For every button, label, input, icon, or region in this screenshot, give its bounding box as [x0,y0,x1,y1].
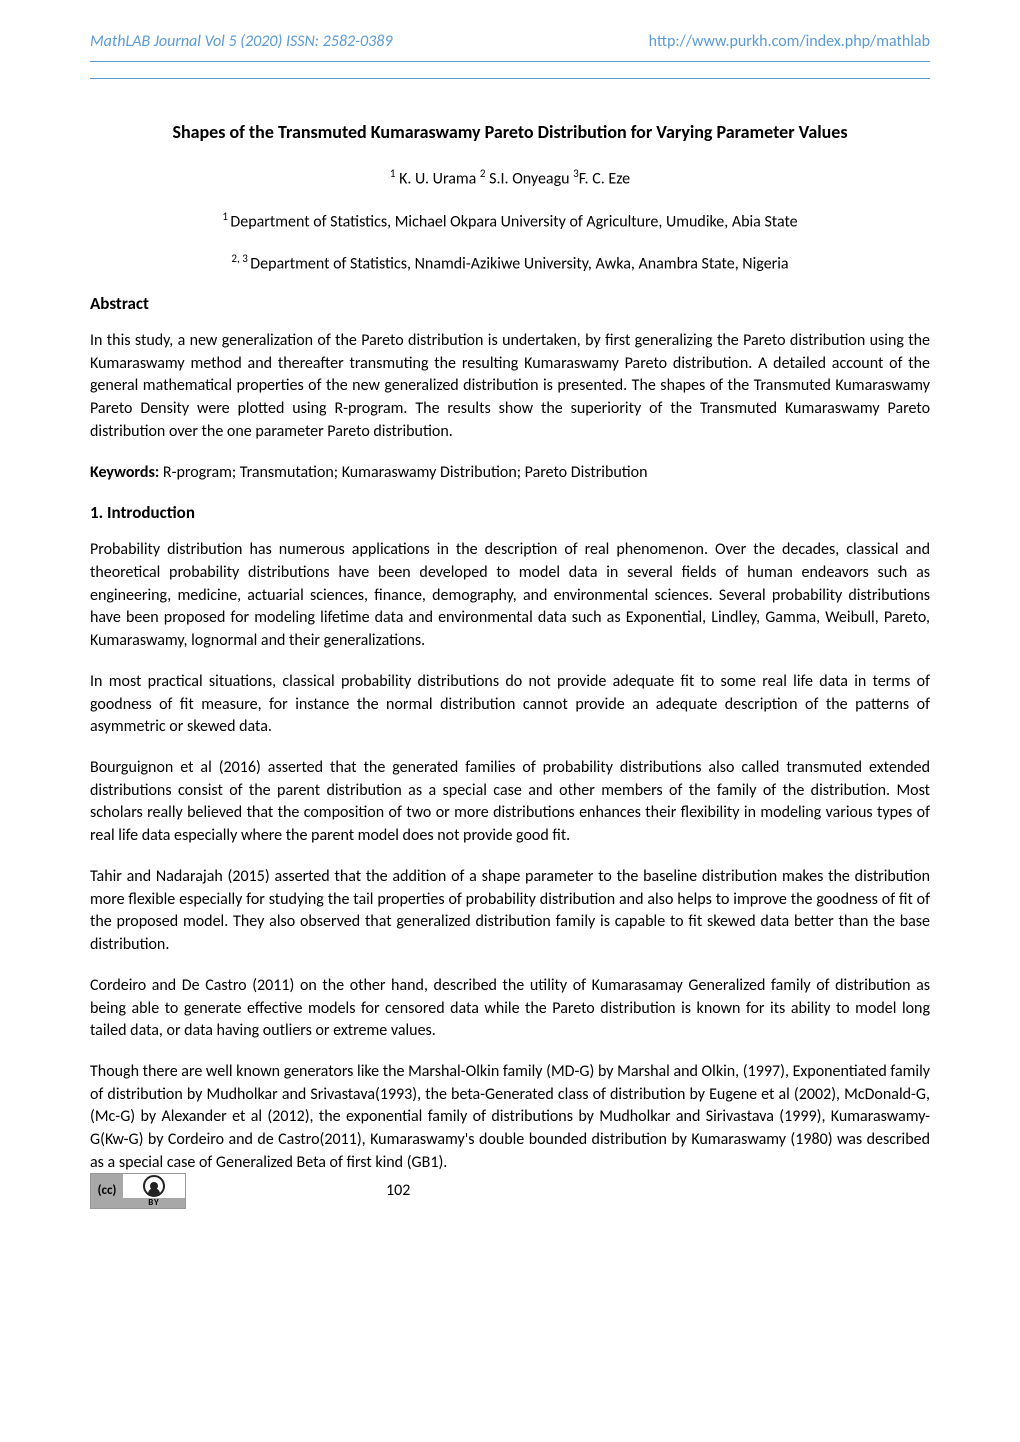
affiliation-1: 1 Department of Statistics, Michael Okpa… [90,210,930,231]
affil-text-1: Department of Statistics, Michael Okpara… [230,213,797,232]
intro-p4: Tahir and Nadarajah (2015) asserted that… [90,866,930,957]
author-1: K. U. Urama [395,169,479,188]
page: MathLAB Journal Vol 5 (2020) ISSN: 2582-… [0,0,1020,1243]
page-number: 102 [386,1181,410,1200]
paper-title: Shapes of the Transmuted Kumaraswamy Par… [90,121,930,143]
author-3: F. C. Eze [579,169,630,188]
abstract-heading: Abstract [90,293,930,314]
cc-person-icon [123,1174,185,1198]
affil-text-2: Department of Statistics, Nnamdi-Azikiwe… [250,254,788,273]
author-2: S.I. Onyeagu [486,169,574,188]
authors-line: 1 K. U. Urama 2 S.I. Onyeagu 3F. C. Eze [90,167,930,188]
cc-by-label: BY [123,1198,185,1208]
abstract-body: In this study, a new generalization of t… [90,330,930,444]
keywords-body: R-program; Transmutation; Kumaraswamy Di… [163,463,648,482]
intro-p2: In most practical situations, classical … [90,671,930,739]
journal-vol-issn: Vol 5 (2020) ISSN: 2582-0389 [201,32,392,51]
affil-sup-2: 2, 3 [231,252,250,265]
journal-left: MathLAB Journal Vol 5 (2020) ISSN: 2582-… [90,32,392,51]
intro-p6: Though there are well known generators l… [90,1061,930,1175]
affiliation-2: 2, 3 Department of Statistics, Nnamdi-Az… [90,252,930,273]
cc-text-icon: (cc) [91,1174,123,1208]
intro-heading: 1. Introduction [90,502,930,523]
intro-p5: Cordeiro and De Castro (2011) on the oth… [90,975,930,1043]
header-rule-top [90,61,930,62]
running-header: MathLAB Journal Vol 5 (2020) ISSN: 2582-… [90,32,930,51]
cc-by-badge-icon: (cc) BY [90,1173,186,1209]
journal-name: MathLAB Journal [90,32,201,51]
journal-url[interactable]: http://www.purkh.com/index.php/mathlab [649,32,930,51]
intro-p1: Probability distribution has numerous ap… [90,539,930,653]
cc-right-panel: BY [123,1174,185,1208]
intro-p3: Bourguignon et al (2016) asserted that t… [90,757,930,848]
keywords-label: Keywords: [90,463,163,482]
keywords-line: Keywords: R-program; Transmutation; Kuma… [90,462,930,485]
footer: (cc) BY 102 [90,1173,410,1209]
header-rule-bottom [90,78,930,79]
